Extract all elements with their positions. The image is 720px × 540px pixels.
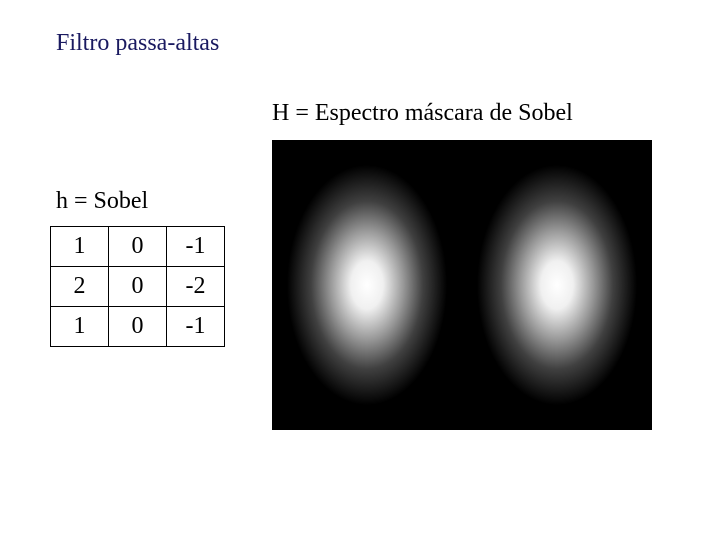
spectrum-lobe-right	[477, 165, 637, 405]
kernel-cell: -2	[167, 267, 225, 307]
kernel-label: h = Sobel	[56, 188, 148, 215]
kernel-cell: -1	[167, 227, 225, 267]
table-row: 1 0 -1	[51, 227, 225, 267]
kernel-cell: 0	[109, 307, 167, 347]
kernel-cell: 1	[51, 307, 109, 347]
kernel-cell: 0	[109, 227, 167, 267]
sobel-kernel-table: 1 0 -1 2 0 -2 1 0 -1	[50, 226, 225, 347]
kernel-cell: 0	[109, 267, 167, 307]
table-row: 1 0 -1	[51, 307, 225, 347]
sobel-spectrum-image	[272, 140, 652, 430]
slide-title: Filtro passa-altas	[56, 30, 219, 57]
kernel-cell: 1	[51, 227, 109, 267]
spectrum-svg	[272, 140, 652, 430]
spectrum-label: H = Espectro máscara de Sobel	[272, 100, 573, 127]
table-row: 2 0 -2	[51, 267, 225, 307]
spectrum-lobe-left	[287, 165, 447, 405]
kernel-cell: -1	[167, 307, 225, 347]
kernel-cell: 2	[51, 267, 109, 307]
